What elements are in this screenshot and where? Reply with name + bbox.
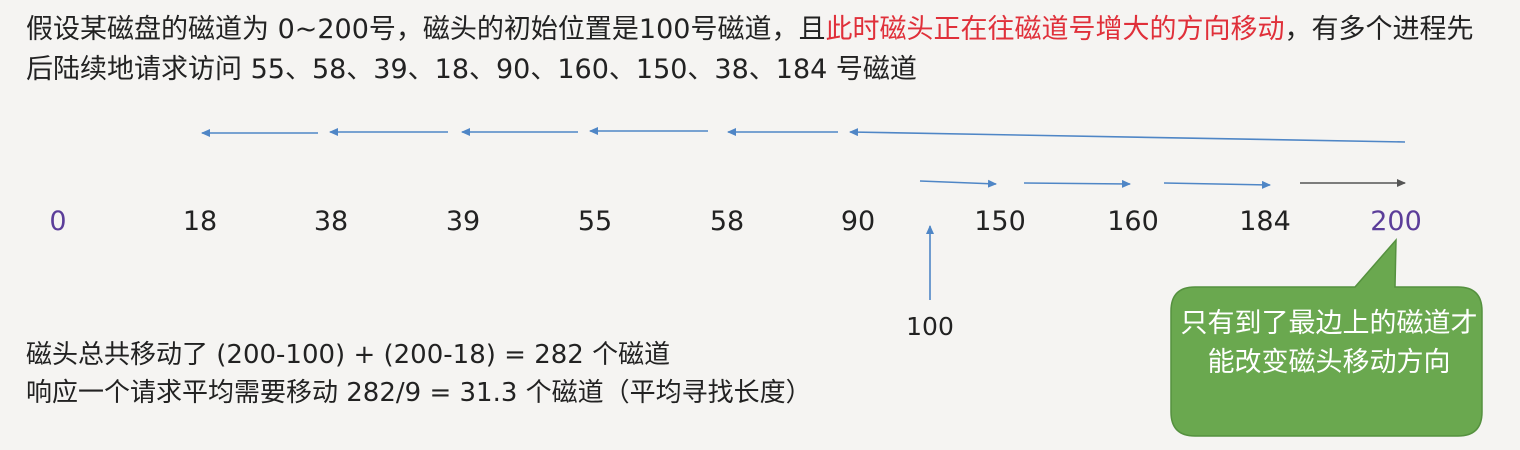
total-movement-line: 磁头总共移动了 (200-100) + (200-18) = 282 个磁道 xyxy=(26,340,671,370)
arrow-100-to-150 xyxy=(919,179,997,188)
problem-text-highlight: 此时磁头正在往磁道号增大的方向移动 xyxy=(825,14,1285,45)
arrow-150-to-160 xyxy=(1023,179,1131,188)
callout-text: 只有到了最边上的磁道才能改变磁头移动方向 xyxy=(1180,308,1478,378)
track-axis: 0 18 38 39 55 58 90 150 160 184 200 xyxy=(0,200,1520,244)
average-seek-line: 响应一个请求平均需要移动 282/9 = 31.3 个磁道（平均寻找长度） xyxy=(26,378,812,408)
callout-bubble xyxy=(1170,237,1483,437)
arrow-160-to-184 xyxy=(1163,180,1271,189)
track-label-39: 39 xyxy=(445,206,481,237)
track-label-90: 90 xyxy=(840,206,876,237)
start-position-label: 100 xyxy=(906,312,954,341)
track-label-200: 200 xyxy=(1370,206,1422,237)
track-label-160: 160 xyxy=(1107,206,1159,237)
track-label-150: 150 xyxy=(974,206,1026,237)
track-label-38: 38 xyxy=(313,206,349,237)
arrow-200-to-90 xyxy=(849,128,1406,143)
problem-text-part1: 假设某磁盘的磁道为 0~200号，磁头的初始位置是100号磁道，且 xyxy=(26,14,826,45)
track-label-0: 0 xyxy=(49,206,67,237)
track-label-55: 55 xyxy=(577,206,613,237)
track-label-18: 18 xyxy=(182,206,218,237)
problem-statement: 假设某磁盘的磁道为 0~200号，磁头的初始位置是100号磁道，且此时磁头正在往… xyxy=(26,10,1496,90)
problem-text-part2: ，有多个进程先后陆续地请求访问 55、58、39、18、90、160、150、3… xyxy=(26,14,1474,85)
track-label-58: 58 xyxy=(709,206,745,237)
track-label-184: 184 xyxy=(1239,206,1291,237)
summary: 磁头总共移动了 (200-100) + (200-18) = 282 个磁道 响… xyxy=(26,336,1026,412)
